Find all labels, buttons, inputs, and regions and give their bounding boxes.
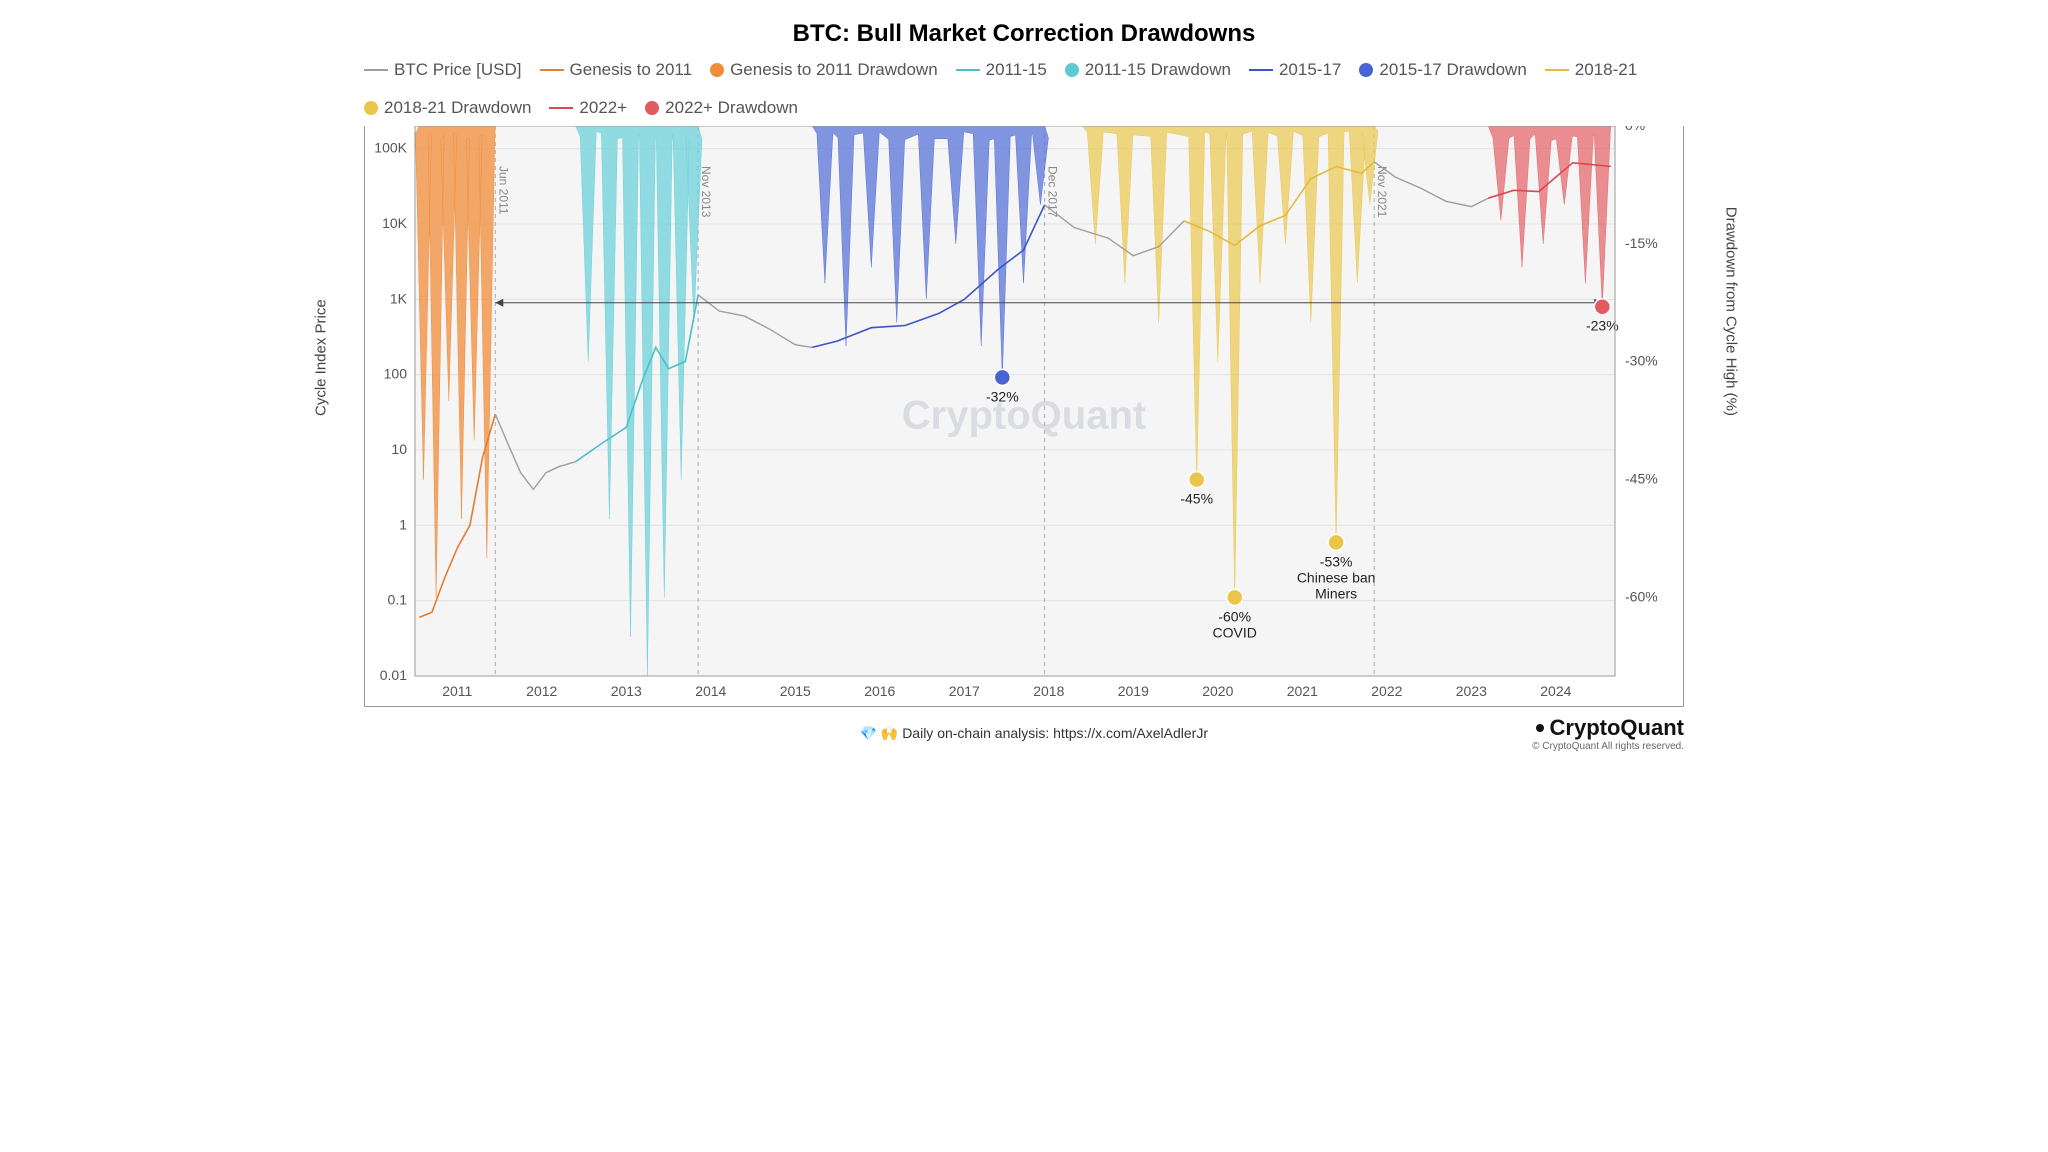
svg-text:Nov 2021: Nov 2021 (1375, 166, 1389, 218)
legend-item: 2015-17 Drawdown (1359, 60, 1526, 80)
y-axis-right-label: Drawdown from Cycle High (%) (1723, 207, 1740, 416)
svg-text:2023: 2023 (1456, 683, 1487, 699)
legend-line-swatch (1545, 69, 1569, 71)
svg-text:-23%: -23% (1586, 318, 1619, 334)
svg-text:Miners: Miners (1315, 585, 1357, 601)
legend-label: 2018-21 Drawdown (384, 98, 531, 118)
svg-text:Chinese ban: Chinese ban (1297, 569, 1376, 585)
chart-title: BTC: Bull Market Correction Drawdowns (304, 20, 1744, 48)
legend-label: Genesis to 2011 (570, 60, 693, 80)
svg-text:0.01: 0.01 (380, 667, 407, 683)
legend-dot-swatch (1359, 63, 1373, 77)
legend-dot-swatch (364, 101, 378, 115)
svg-text:1: 1 (399, 516, 407, 532)
legend-item: 2015-17 (1249, 60, 1341, 80)
svg-text:-15%: -15% (1625, 235, 1658, 251)
legend-label: 2022+ (579, 98, 627, 118)
legend-dot-swatch (710, 63, 724, 77)
svg-text:2013: 2013 (611, 683, 642, 699)
svg-text:2024: 2024 (1540, 683, 1571, 699)
legend-item: 2018-21 Drawdown (364, 98, 531, 118)
legend-item: BTC Price [USD] (364, 60, 522, 80)
legend-item: 2011-15 Drawdown (1065, 60, 1231, 80)
svg-text:Dec 2017: Dec 2017 (1046, 166, 1060, 218)
svg-text:100K: 100K (374, 140, 407, 156)
legend-dot-swatch (645, 101, 659, 115)
legend-label: 2011-15 (986, 60, 1047, 80)
legend-label: Genesis to 2011 Drawdown (730, 60, 938, 80)
svg-text:10K: 10K (382, 215, 408, 231)
svg-text:2012: 2012 (526, 683, 557, 699)
legend-line-swatch (956, 69, 980, 71)
legend-item: 2022+ Drawdown (645, 98, 798, 118)
legend-dot-swatch (1065, 63, 1079, 77)
legend-line-swatch (540, 69, 564, 71)
svg-text:0%: 0% (1625, 126, 1645, 133)
footer-text: 💎 🙌 Daily on-chain analysis: https://x.c… (544, 725, 1524, 742)
legend-line-swatch (364, 69, 388, 71)
svg-text:-32%: -32% (986, 388, 1019, 404)
brand-name: CryptoQuant (1550, 715, 1684, 741)
legend: BTC Price [USD] Genesis to 2011 Genesis to… (304, 60, 1744, 118)
legend-label: 2011-15 Drawdown (1085, 60, 1231, 80)
legend-label: 2022+ Drawdown (665, 98, 798, 118)
svg-text:2017: 2017 (949, 683, 980, 699)
svg-text:100: 100 (384, 366, 408, 382)
brand: CryptoQuant © CryptoQuant All rights res… (1524, 715, 1684, 752)
svg-text:-53%: -53% (1320, 553, 1353, 569)
svg-text:-30%: -30% (1625, 353, 1658, 369)
chart-container: BTC: Bull Market Correction Drawdowns BT… (304, 20, 1744, 752)
svg-text:2018: 2018 (1033, 683, 1064, 699)
footer: 💎 🙌 Daily on-chain analysis: https://x.c… (364, 715, 1684, 752)
svg-text:2022: 2022 (1371, 683, 1402, 699)
svg-text:2015: 2015 (780, 683, 811, 699)
legend-label: BTC Price [USD] (394, 60, 522, 80)
svg-text:10: 10 (391, 441, 407, 457)
svg-text:2021: 2021 (1287, 683, 1318, 699)
legend-item: Genesis to 2011 (540, 60, 693, 80)
svg-text:1K: 1K (390, 290, 408, 306)
svg-text:0.1: 0.1 (388, 592, 408, 608)
svg-text:Nov 2013: Nov 2013 (699, 166, 713, 218)
svg-text:Jun 2011: Jun 2011 (496, 166, 510, 215)
legend-label: 2018-21 (1575, 60, 1637, 80)
svg-text:2020: 2020 (1202, 683, 1233, 699)
svg-text:2019: 2019 (1118, 683, 1149, 699)
svg-text:-45%: -45% (1625, 471, 1658, 487)
legend-item: Genesis to 2011 Drawdown (710, 60, 938, 80)
svg-text:-60%: -60% (1218, 608, 1251, 624)
legend-label: 2015-17 Drawdown (1379, 60, 1526, 80)
legend-line-swatch (1249, 69, 1273, 71)
chart-svg: 0.01 0.1 1 10 100 1K 10K 100K 0% -15% -30% -45% -60%… (365, 126, 1665, 706)
legend-item: 2011-15 (956, 60, 1047, 80)
y-axis-left-label: Cycle Index Price (313, 299, 330, 416)
svg-text:-60%: -60% (1625, 588, 1658, 604)
svg-text:-45%: -45% (1180, 491, 1213, 507)
legend-line-swatch (549, 107, 573, 109)
legend-label: 2015-17 (1279, 60, 1341, 80)
svg-text:2016: 2016 (864, 683, 895, 699)
brand-icon (1524, 719, 1546, 737)
plot-area: Cycle Index Price Drawdown from Cycle Hi… (364, 126, 1684, 707)
svg-text:2014: 2014 (695, 683, 726, 699)
legend-item: 2022+ (549, 98, 627, 118)
svg-text:2011: 2011 (442, 683, 472, 699)
brand-copyright: © CryptoQuant All rights reserved. (1532, 741, 1684, 752)
svg-text:COVID: COVID (1213, 624, 1257, 640)
legend-item: 2018-21 (1545, 60, 1637, 80)
